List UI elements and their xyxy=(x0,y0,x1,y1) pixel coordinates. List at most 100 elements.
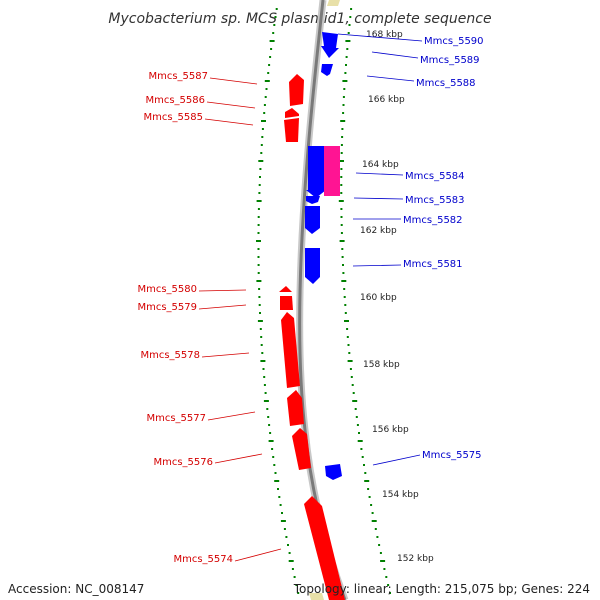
label-mmcs-5578[interactable]: Mmcs_5578 xyxy=(140,350,200,361)
gc-dot xyxy=(268,64,271,66)
gene-mmcs-5582[interactable] xyxy=(305,206,320,234)
gc-dot xyxy=(346,336,349,338)
gc-dot xyxy=(341,280,347,282)
rna-gene-pink[interactable] xyxy=(324,146,340,196)
gc-dot xyxy=(343,296,346,298)
gc-dot xyxy=(348,352,351,354)
gene-mmcs-5578[interactable] xyxy=(281,312,300,388)
gc-dot xyxy=(387,584,390,586)
leader-line-5575 xyxy=(372,454,421,466)
gc-dot xyxy=(287,544,289,546)
gene-mmcs-5576[interactable] xyxy=(292,428,311,470)
gene-mmcs-5579[interactable] xyxy=(280,296,293,310)
gc-dot xyxy=(352,392,355,394)
label-mmcs-5586[interactable]: Mmcs_5586 xyxy=(145,95,205,106)
gc-dot xyxy=(352,400,358,402)
gc-dot xyxy=(261,120,266,122)
gene-mmcs-5575[interactable] xyxy=(325,464,342,480)
gene-mmcs-5577[interactable] xyxy=(287,390,304,426)
gc-dot xyxy=(269,56,272,58)
gc-dot xyxy=(340,152,343,154)
gc-dot xyxy=(259,312,261,314)
gene-mmcs-5585[interactable] xyxy=(284,118,299,142)
gc-dot xyxy=(343,288,346,290)
gc-dot xyxy=(291,568,294,570)
gc-dot xyxy=(356,424,359,426)
gc-dot xyxy=(344,304,347,306)
gc-dot xyxy=(339,160,344,162)
gc-dot xyxy=(261,352,264,354)
label-mmcs-5584[interactable]: Mmcs_5584 xyxy=(405,171,465,182)
map-title: Mycobacterium sp. MCS plasmid1, complete… xyxy=(108,11,491,27)
gc-dot xyxy=(385,576,388,578)
gc-dot xyxy=(263,104,266,106)
gc-dot xyxy=(258,304,261,306)
tick-label-168: 168 kbp xyxy=(366,30,403,40)
gc-dot xyxy=(344,312,347,314)
label-mmcs-5585[interactable]: Mmcs_5585 xyxy=(143,112,203,123)
gc-dot xyxy=(272,456,275,458)
leader-line-5581 xyxy=(352,264,402,267)
tick-label-152: 152 kbp xyxy=(397,554,434,564)
edge-feature-top[interactable] xyxy=(327,0,340,6)
gene-mmcs-5574[interactable] xyxy=(304,496,345,600)
gc-dot xyxy=(273,464,276,466)
gc-dot xyxy=(340,168,343,170)
label-mmcs-5574[interactable]: Mmcs_5574 xyxy=(173,554,233,565)
gc-dot xyxy=(342,272,345,274)
gc-dot xyxy=(340,232,343,234)
gc-dot xyxy=(383,568,386,570)
gene-mmcs-5589[interactable] xyxy=(321,64,333,76)
gc-dot xyxy=(351,384,354,386)
gene-mmcs-5581[interactable] xyxy=(305,248,320,284)
gc-dot xyxy=(265,88,268,90)
gc-dot xyxy=(257,248,260,250)
leader-line-5577 xyxy=(207,411,256,421)
gc-dot xyxy=(349,16,352,18)
gc-dot xyxy=(281,512,283,514)
gene-mmcs-5590[interactable] xyxy=(321,32,339,58)
tick-label-156: 156 kbp xyxy=(372,425,409,435)
edge-feature-bottom[interactable] xyxy=(309,593,324,600)
label-mmcs-5589[interactable]: Mmcs_5589 xyxy=(420,55,480,66)
gc-dot xyxy=(274,480,280,482)
gc-dot xyxy=(361,456,364,458)
gc-dot xyxy=(339,240,345,242)
gene-mmcs-5584[interactable] xyxy=(306,146,326,198)
label-mmcs-5583[interactable]: Mmcs_5583 xyxy=(405,195,465,206)
label-mmcs-5575[interactable]: Mmcs_5575 xyxy=(422,450,482,461)
gc-dot xyxy=(263,384,266,386)
gc-dot xyxy=(267,72,270,74)
leader-line-5587 xyxy=(209,77,258,85)
gc-dot xyxy=(379,552,382,554)
label-mmcs-5587[interactable]: Mmcs_5587 xyxy=(148,71,208,82)
leader-line-5589 xyxy=(371,51,419,59)
gc-dot xyxy=(268,424,271,426)
label-mmcs-5590[interactable]: Mmcs_5590 xyxy=(424,36,484,47)
label-mmcs-5577[interactable]: Mmcs_5577 xyxy=(146,413,206,424)
gene-mmcs-5587[interactable] xyxy=(289,74,304,106)
label-mmcs-5588[interactable]: Mmcs_5588 xyxy=(416,78,476,89)
gene-mmcs-5580[interactable] xyxy=(279,286,292,292)
gc-dot xyxy=(260,152,263,154)
gc-dot xyxy=(258,192,261,194)
gene-mmcs-5583[interactable] xyxy=(306,196,320,204)
gc-dot xyxy=(274,16,277,18)
gc-dot xyxy=(263,112,266,114)
label-mmcs-5582[interactable]: Mmcs_5582 xyxy=(403,215,463,226)
gene-mmcs-5586[interactable] xyxy=(285,108,299,118)
gc-dot xyxy=(256,240,261,242)
gc-dot xyxy=(256,200,262,202)
gc-dot xyxy=(263,376,266,378)
topology-text: Topology: linear; Length: 215,075 bp; Ge… xyxy=(293,582,590,596)
label-mmcs-5579[interactable]: Mmcs_5579 xyxy=(137,302,197,313)
gc-dot xyxy=(347,344,350,346)
label-mmcs-5580[interactable]: Mmcs_5580 xyxy=(137,284,197,295)
gc-dot xyxy=(355,416,358,418)
label-mmcs-5581[interactable]: Mmcs_5581 xyxy=(403,259,463,270)
gc-dot xyxy=(350,376,353,378)
gc-dot xyxy=(364,480,370,482)
gc-dot xyxy=(347,32,350,34)
label-mmcs-5576[interactable]: Mmcs_5576 xyxy=(153,457,213,468)
